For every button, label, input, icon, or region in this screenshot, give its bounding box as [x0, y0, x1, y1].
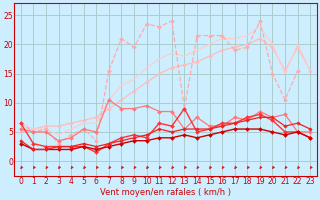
X-axis label: Vent moyen/en rafales ( km/h ): Vent moyen/en rafales ( km/h )	[100, 188, 231, 197]
